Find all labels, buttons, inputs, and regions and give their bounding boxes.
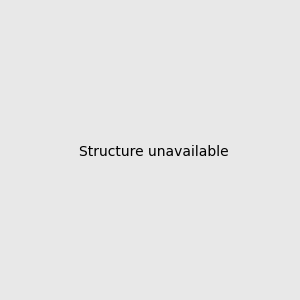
Text: Structure unavailable: Structure unavailable xyxy=(79,145,229,158)
